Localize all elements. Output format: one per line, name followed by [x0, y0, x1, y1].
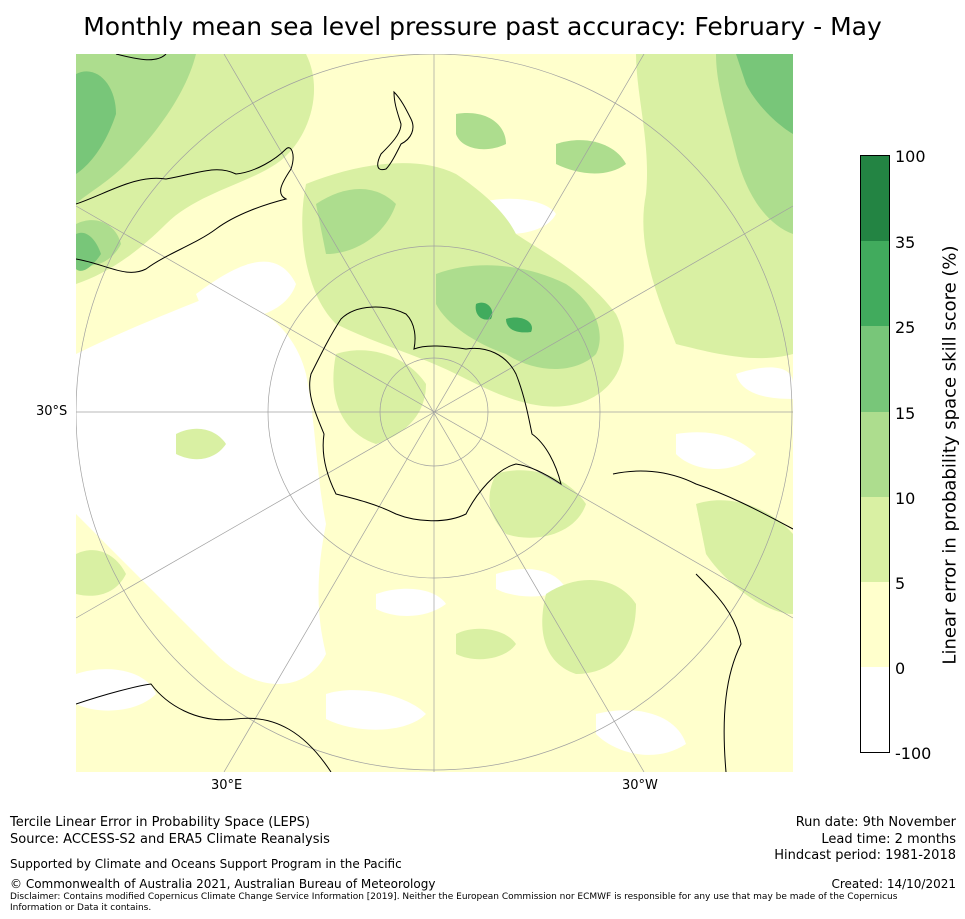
colorbar-tick: 35: [895, 233, 916, 252]
madagascar-coast: [115, 54, 167, 61]
polar-map: [76, 54, 793, 772]
colorbar: [860, 155, 890, 753]
colorbar-seg-25-35: [860, 241, 890, 326]
colorbar-tick: 15: [895, 404, 916, 423]
skill-15-25-regions: [76, 54, 793, 271]
footer-disclaimer: Disclaimer: Contains modified Copernicus…: [10, 892, 898, 913]
footer-copyright: © Commonwealth of Australia 2021, Austra…: [10, 877, 436, 891]
colorbar-seg-0-5: [860, 582, 890, 667]
run-date: Run date: 9th November: [795, 815, 956, 830]
page-title: Monthly mean sea level pressure past acc…: [83, 12, 882, 41]
colorbar-tick: 25: [895, 318, 916, 337]
lat-label-30s: 30°S: [36, 404, 68, 419]
footer-method: Tercile Linear Error in Probability Spac…: [10, 815, 310, 830]
coastlines: [76, 54, 793, 772]
south-america-coast: [612, 470, 793, 530]
australia-coast: [76, 147, 294, 273]
colorbar-seg-5-10: [860, 497, 890, 582]
colorbar-seg-15-25: [860, 326, 890, 412]
colorbar-tick: 0: [895, 659, 906, 678]
footer-support: Supported by Climate and Oceans Support …: [10, 857, 402, 871]
colorbar-tick: -100: [895, 744, 932, 763]
colorbar-seg-neg100-0: [860, 667, 890, 753]
hindcast-period: Hindcast period: 1981-2018: [774, 848, 956, 863]
south-america-2: [695, 573, 742, 772]
colorbar-seg-35-100: [860, 155, 890, 241]
created-date: Created: 14/10/2021: [831, 877, 956, 891]
skill-25-35-regions: [475, 302, 532, 333]
footer-source: Source: ACCESS-S2 and ERA5 Climate Reana…: [10, 832, 330, 847]
lon-label-30e: 30°E: [211, 778, 243, 793]
lon-label-30w: 30°W: [622, 778, 658, 793]
map-canvas: [76, 54, 793, 772]
colorbar-seg-10-15: [860, 412, 890, 497]
lead-time: Lead time: 2 months: [821, 832, 956, 847]
new-zealand-coast: [377, 90, 414, 171]
colorbar-tick: 10: [895, 489, 916, 508]
colorbar-tick: 5: [895, 574, 906, 593]
colorbar-title: Linear error in probability space skill …: [939, 245, 961, 665]
africa-coast: [76, 683, 332, 772]
colorbar-tick: 100: [895, 147, 926, 166]
negative-skill-regions: [76, 198, 793, 755]
graticule: [76, 54, 793, 772]
antarctica-coast: [309, 306, 562, 522]
